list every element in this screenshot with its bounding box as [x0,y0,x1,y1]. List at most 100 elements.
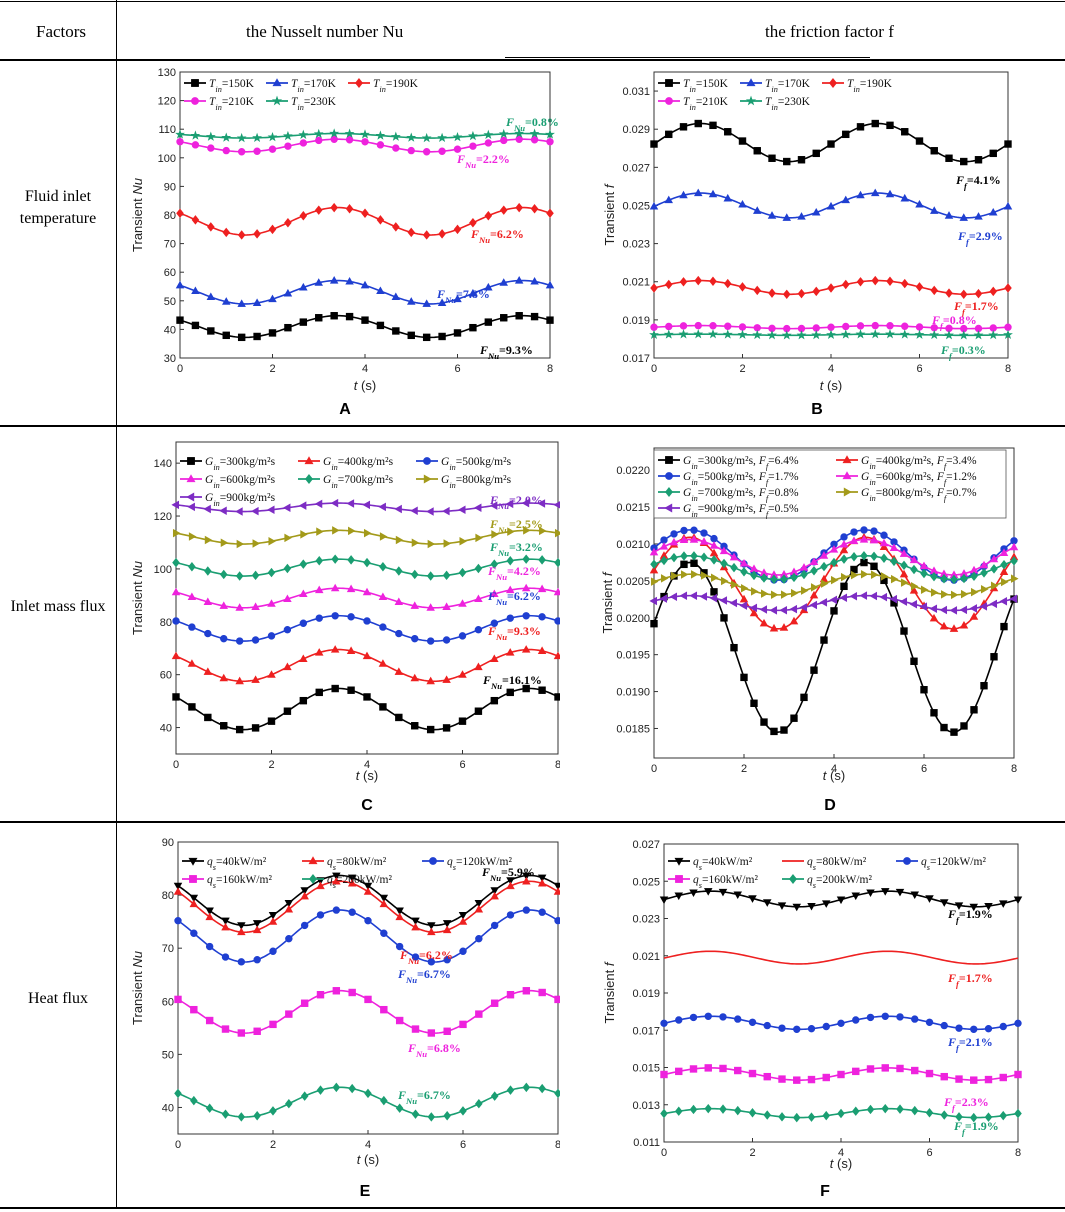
chart-e-point [458,917,468,925]
chart-c-point [426,507,434,516]
chart-e-ytick-label: 80 [162,890,174,902]
chart-c-annotation: FNu=9.3% [487,624,541,642]
chart-e-annotation: FNu=6.7% [397,1088,451,1106]
chart-f-point [748,895,757,903]
chart-f-point [851,892,861,901]
chart-c-point [426,725,435,734]
chart-c-point [411,634,419,643]
chart-c-point [426,676,435,685]
chart-b-point [723,193,733,202]
chart-d-point [670,552,678,563]
chart-d-point [649,565,659,574]
chart-a-legend-item: Tin=190K [348,78,419,94]
chart-d-point [949,606,958,615]
chart-c-point [268,536,277,546]
chart-e-point [205,942,214,951]
chart-a-point [190,130,201,140]
chart-c-point [283,594,292,603]
chart-c-point [330,645,340,653]
chart-a-legend-label: Tin=170K [291,78,337,94]
chart-d-point [690,526,698,534]
chart-d-ytick-label: 0.0210 [616,539,650,551]
chart-b-point [989,286,998,297]
chart-c-point [267,717,276,725]
chart-b-legend-item: Tin=210K [658,96,729,112]
chart-d-line-gin-800kg-m2s-ff-0-7 [653,573,1015,596]
chart-a-point [453,294,462,303]
chart-e-ytick-label: 40 [162,1102,174,1114]
chart-d-point [700,529,708,537]
chart-c-legend-label: Gin=400kg/m²s [323,456,394,472]
chart-d-point [959,620,969,629]
chart-a-legend: Tin=150K Tin=170K Tin=190K Tin=210K Tin=230K [184,78,419,112]
chart-a-point [207,144,215,152]
chart-c-point [410,506,418,515]
chart-b-point [871,119,879,128]
chart-c-series-gin-900kg-m2s [171,498,560,516]
chart-e-xtick-label: 0 [175,1139,181,1151]
chart-f-series-qs-40kw-m2 [659,888,1023,912]
chart-a-point [546,138,554,146]
chart-b-series-tin-150k [650,119,1012,166]
chart-d-point [839,539,849,548]
chart-a-ytick-label: 130 [158,67,176,79]
chart-c-point [267,670,276,678]
chart-a-point [530,136,539,144]
chart-c-point [395,535,404,545]
chart-e-annotation: FNu=6.2% [399,948,453,966]
chart-c-legend-item: Gin=300kg/m²s [180,456,276,472]
chart-d-legend-item: Gin=500kg/m²s, Ff=1.7% [658,471,799,487]
chart-b-point [945,288,953,298]
chart-a-point [392,327,400,335]
chart-e-point [205,912,214,921]
chart-f-point [704,1103,713,1114]
chart-d-point [800,586,809,595]
chart-c-point [331,612,339,620]
chart-d-point [710,534,718,543]
chart-d-point [749,603,758,613]
chart-a-point [191,141,200,149]
chart-d-line-gin-500kg-m2s-ff-1-7 [653,529,1015,581]
chart-f-point [925,1108,934,1118]
chart-c-point [235,676,244,685]
chart-f-point [955,1112,963,1122]
chart-f-line-qs-80kw-m2 [663,950,1019,965]
chart-c-point [172,557,180,568]
chart-d-point [820,579,829,588]
chart-a-point [222,146,230,155]
chart-a-ytick-label: 90 [164,181,176,193]
chart-f-xlabel: t (s) [830,1156,852,1171]
chart-b-point [708,189,718,198]
chart-b-point [871,321,879,330]
chart-e-point [537,878,547,887]
chart-c-point [442,636,451,644]
chart-d-point [830,557,838,568]
chart-f-point [704,1012,712,1021]
chart-f-point [703,888,713,896]
chart-d-point [699,592,708,601]
chart-c-point [346,499,355,508]
chart-d-point [889,543,899,551]
chart-d-xtick-label: 4 [831,763,837,775]
chart-b-point [709,121,717,130]
chart-d-point [769,606,778,615]
chart-c-legend-item: Gin=700kg/m²s [298,474,394,490]
chart-a-point [453,224,462,235]
chart-b-point [827,283,835,293]
chart-a-point [422,333,431,342]
chart-e-point [348,988,356,997]
chart-c-ytick-label: 120 [154,511,172,523]
chart-b-point [856,123,865,131]
chart-f-point [793,1025,801,1033]
chart-d-point [909,555,919,564]
chart-f-point [910,1105,919,1116]
chart-b-point [679,322,688,330]
chart-f-series-qs-120kw-m2 [660,1012,1022,1033]
chart-d-point [840,582,848,591]
chart-a-point [375,130,386,140]
chart-b-point [855,329,866,339]
chart-d-point [729,552,739,561]
chart-d-legend-marker [842,471,852,480]
chart-d-point [710,555,718,565]
chart-e-point [506,991,515,999]
